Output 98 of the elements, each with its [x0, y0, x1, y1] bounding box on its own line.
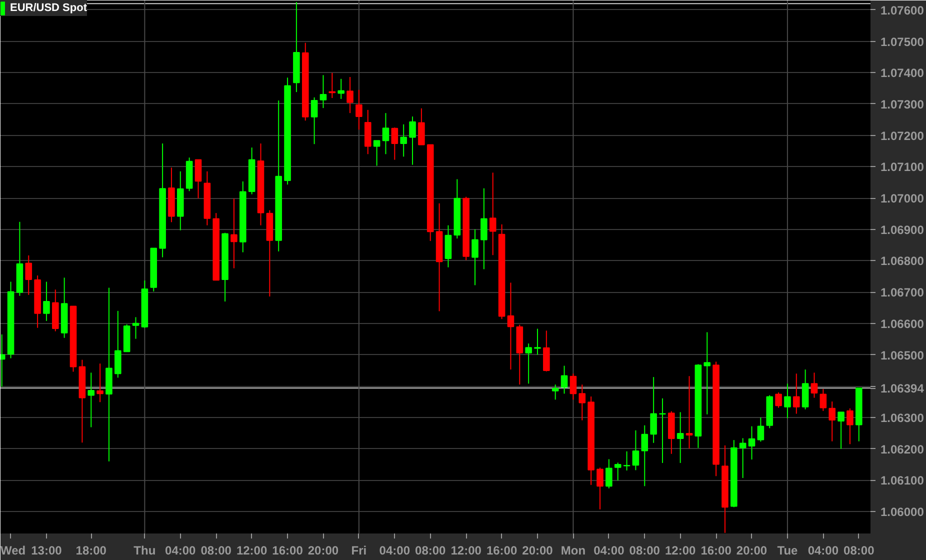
- y-tick-label: 1.06500: [880, 348, 924, 362]
- x-tick-label: 20:00: [522, 544, 554, 558]
- x-tick-label: 04:00: [165, 544, 196, 558]
- candlestick: [846, 408, 854, 445]
- x-tick-label: Tue: [777, 544, 798, 558]
- candlestick: [570, 373, 577, 400]
- candlestick: [444, 224, 452, 268]
- y-tick-label: 1.07000: [880, 192, 924, 206]
- candlestick: [373, 140, 380, 166]
- x-tick-label: 08:00: [629, 544, 660, 558]
- y-tick-label: 1.06600: [880, 316, 924, 331]
- candlestick: [480, 188, 488, 270]
- candlestick: [230, 198, 238, 269]
- candlestick: [810, 372, 818, 398]
- candlestick: [525, 343, 532, 384]
- candlestick: [560, 365, 568, 394]
- y-tick-label: 1.07600: [880, 3, 924, 18]
- x-tick-label: 20:00: [308, 544, 339, 558]
- y-tick-label: 1.06300: [880, 410, 924, 425]
- candlestick: [775, 392, 782, 408]
- candlestick: [88, 372, 95, 428]
- candlestick: [614, 462, 622, 482]
- candlestick: [409, 116, 416, 166]
- candlestick: [623, 450, 630, 471]
- x-tick-label: 04:00: [594, 544, 625, 558]
- x-tick-label: Fri: [351, 544, 367, 558]
- candlestick: [418, 108, 425, 146]
- candlestick: [507, 282, 514, 370]
- candlestick: [391, 126, 398, 160]
- candlestick: [194, 159, 202, 199]
- y-tick-label: 1.07400: [880, 66, 924, 80]
- candlestick: [320, 74, 327, 109]
- candlestick: [356, 89, 362, 130]
- y-tick-label: 1.07500: [880, 34, 924, 49]
- candlestick: [686, 376, 693, 450]
- candlestick: [489, 172, 496, 256]
- y-tick-label: 1.06900: [880, 222, 924, 237]
- x-tick-label: 04:00: [379, 544, 410, 558]
- y-tick-label: 1.06200: [880, 442, 924, 456]
- candlestick: [676, 412, 684, 464]
- x-tick-label: 16:00: [486, 544, 518, 558]
- candlestick: [650, 376, 657, 444]
- candlestick: [659, 398, 666, 464]
- candlestick: [793, 373, 800, 414]
- candlestick: [534, 328, 541, 356]
- candlestick: [704, 332, 711, 415]
- candlestick: [346, 76, 354, 114]
- x-tick-label: 16:00: [272, 544, 304, 558]
- y-tick-label: 1.06800: [880, 254, 924, 268]
- candlestick: [552, 384, 559, 400]
- x-tick-label: Thu: [134, 544, 156, 558]
- x-tick-label: 12:00: [664, 544, 696, 558]
- y-tick-label: 1.06700: [880, 286, 924, 300]
- y-tick-label: 1.07100: [880, 160, 924, 174]
- candlestick: [802, 369, 809, 410]
- candlestick: [338, 78, 344, 100]
- x-tick-label: 12:00: [236, 544, 268, 558]
- x-tick-label: 13:00: [31, 544, 62, 558]
- candlestick: [364, 109, 372, 155]
- x-tick-label: 18:00: [76, 544, 107, 558]
- candlestick: [96, 363, 104, 403]
- candlestick: [632, 430, 640, 471]
- x-tick-label: 08:00: [415, 544, 446, 558]
- candlestick: [578, 384, 586, 421]
- candlestick: [757, 416, 764, 442]
- candlestick: [739, 438, 746, 479]
- ref-line-label: 1.06394: [880, 382, 924, 396]
- candlestick: [543, 330, 550, 372]
- x-tick-label: 08:00: [200, 544, 232, 558]
- legend-label: EUR/USD Spot: [10, 2, 87, 14]
- candlestick: [641, 424, 648, 487]
- candlestick: [400, 124, 407, 158]
- candlestick: [382, 112, 390, 155]
- x-tick-label: 12:00: [450, 544, 482, 558]
- candlestick: [606, 458, 612, 489]
- y-tick-label: 1.07200: [880, 128, 924, 143]
- candlestick: [828, 401, 836, 442]
- x-tick-label: Wed: [0, 544, 26, 558]
- candlestick: [328, 72, 336, 99]
- candlestick: [25, 254, 32, 296]
- candlestick: [310, 96, 318, 145]
- y-tick-label: 1.06000: [880, 505, 924, 520]
- candlestick: [114, 310, 122, 378]
- candlestick: [132, 316, 140, 340]
- x-tick-label: 08:00: [844, 544, 875, 558]
- candlestick: [748, 426, 756, 460]
- candlestick: [838, 412, 844, 450]
- x-tick-label: Mon: [560, 544, 586, 558]
- candlestick: [472, 228, 478, 286]
- candlestick: [820, 388, 827, 412]
- candlestick: [784, 383, 791, 419]
- y-tick-label: 1.07300: [880, 97, 924, 112]
- y-tick-label: 1.06100: [880, 474, 924, 488]
- candlestick: [596, 467, 604, 510]
- x-tick-label: 16:00: [700, 544, 732, 558]
- candlestick: [43, 281, 50, 322]
- x-tick-label: 20:00: [736, 544, 768, 558]
- x-tick-label: 04:00: [808, 544, 839, 558]
